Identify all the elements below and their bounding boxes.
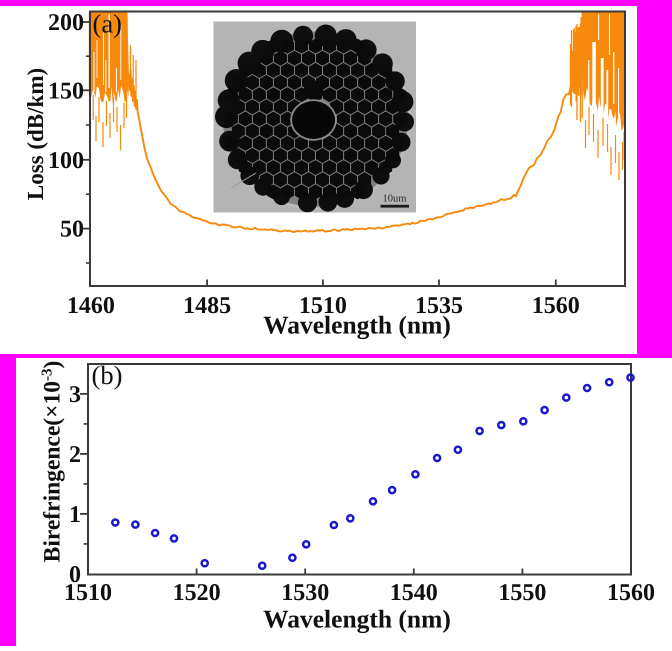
svg-text:1535: 1535 — [415, 293, 463, 319]
svg-text:100: 100 — [48, 148, 84, 174]
svg-text:1550: 1550 — [498, 580, 546, 606]
svg-text:1485: 1485 — [183, 293, 231, 319]
svg-text:10um: 10um — [383, 194, 407, 205]
svg-text:1: 1 — [69, 502, 81, 528]
svg-text:0: 0 — [69, 562, 81, 588]
svg-text:1530: 1530 — [281, 580, 329, 606]
svg-text:150: 150 — [48, 78, 84, 104]
svg-text:1510: 1510 — [299, 293, 347, 319]
svg-text:3: 3 — [69, 382, 81, 408]
svg-text:2: 2 — [69, 442, 81, 468]
svg-text:Wavelength (nm): Wavelength (nm) — [263, 605, 451, 634]
svg-text:1560: 1560 — [532, 293, 580, 319]
svg-text:200: 200 — [48, 10, 84, 36]
svg-text:1460: 1460 — [67, 293, 115, 319]
svg-text:1510: 1510 — [64, 580, 112, 606]
svg-text:Loss (dB/km): Loss (dB/km) — [23, 68, 48, 200]
svg-text:1540: 1540 — [390, 580, 438, 606]
svg-text:1560: 1560 — [607, 580, 655, 606]
svg-text:50: 50 — [60, 217, 84, 243]
svg-text:(a): (a) — [93, 9, 122, 39]
svg-text:Birefringence(×10-3): Birefringence(×10-3) — [40, 361, 66, 563]
svg-text:(b): (b) — [92, 360, 123, 390]
svg-text:1520: 1520 — [173, 580, 221, 606]
svg-text:Wavelength (nm): Wavelength (nm) — [263, 311, 451, 340]
